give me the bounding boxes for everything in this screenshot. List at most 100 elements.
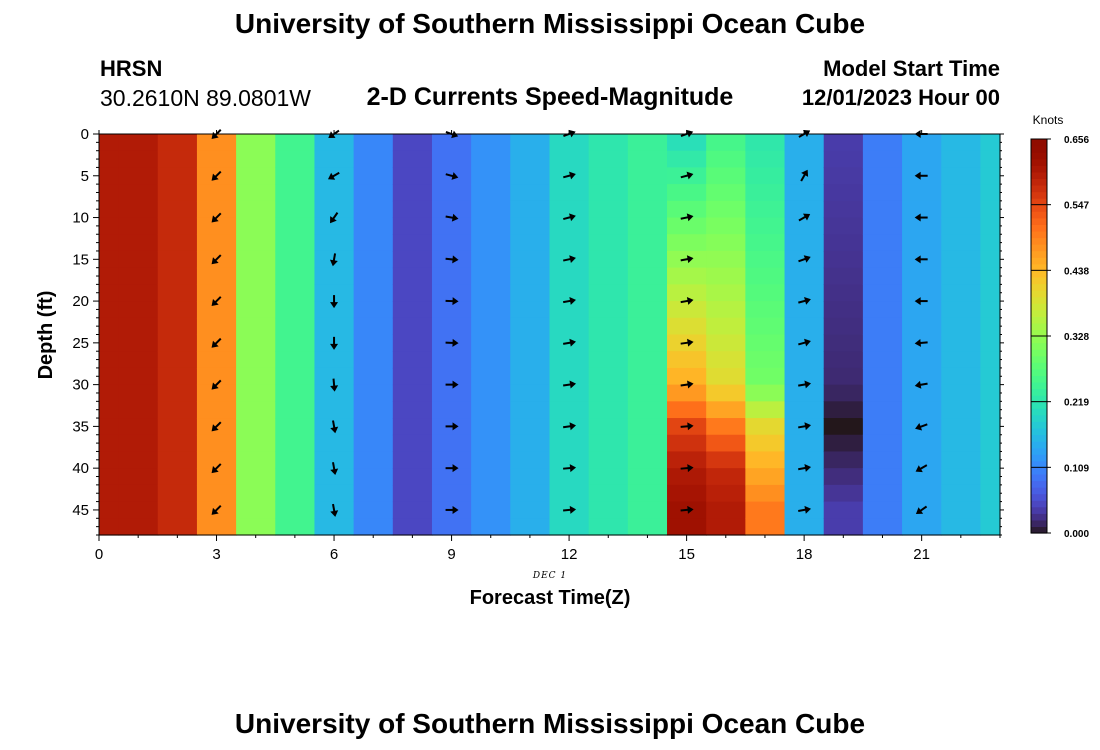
x-tick-label: 3: [212, 546, 220, 563]
heatmap-cell: [471, 234, 511, 252]
y-tick-label: 30: [72, 377, 89, 394]
heatmap-cell: [549, 267, 590, 285]
current-vector-arrow: [211, 379, 222, 390]
current-vector-arrow: [914, 255, 928, 264]
heatmap-cell: [745, 134, 786, 152]
current-vector-arrow: [563, 213, 576, 222]
heatmap-cell: [862, 351, 903, 369]
heatmap-cell: [941, 217, 982, 235]
heatmap-cell: [353, 468, 394, 486]
heatmap-cell: [275, 418, 316, 436]
current-vector-arrow: [330, 462, 339, 476]
colorbar-swatch: [1031, 270, 1047, 278]
colorbar-swatch: [1031, 401, 1047, 409]
current-vector-arrow: [798, 422, 812, 431]
heatmap-cell: [784, 434, 825, 453]
colorbar-swatch: [1031, 329, 1047, 337]
colorbar-swatch: [1031, 191, 1047, 199]
heatmap-cell: [118, 234, 159, 252]
heatmap-cell: [823, 217, 864, 235]
current-vector-arrow: [798, 505, 812, 514]
colorbar-tick-label: 0.656: [1064, 135, 1089, 146]
heatmap-cell: [588, 351, 629, 369]
heatmap-cell: [353, 384, 394, 402]
heatmap-cell: [588, 334, 629, 352]
heatmap-cell: [99, 451, 120, 469]
heatmap-cell: [392, 484, 433, 503]
colorbar-tick-label: 0.109: [1064, 463, 1089, 474]
heatmap-cell: [902, 384, 942, 402]
heatmap-cell: [941, 200, 982, 219]
heatmap-cell: [980, 351, 1001, 369]
current-vector-arrow: [680, 213, 694, 222]
heatmap-cell: [99, 234, 120, 252]
heatmap-cell: [157, 284, 198, 302]
heatmap-cell: [471, 401, 511, 419]
heatmap-cell: [667, 384, 707, 402]
heatmap-cell: [157, 518, 198, 536]
heatmap-cell: [588, 200, 629, 219]
heatmap-cell: [902, 401, 942, 419]
heatmap-cell: [157, 167, 198, 185]
heatmap-cell: [667, 434, 707, 453]
heatmap-cell: [510, 267, 551, 285]
heatmap-cell: [706, 317, 746, 336]
heatmap-cell: [471, 217, 511, 235]
heatmap-cell: [471, 501, 511, 519]
heatmap-cell: [157, 217, 198, 235]
heatmap-cell: [745, 451, 786, 469]
heatmap-cell: [196, 317, 237, 336]
heatmap-cell: [275, 334, 316, 352]
heatmap-cell: [431, 217, 472, 235]
current-vector-arrow: [327, 171, 340, 180]
model-start-value: 12/01/2023 Hour 00: [801, 85, 1000, 110]
heatmap-cell: [353, 234, 394, 252]
colorbar-swatch: [1031, 427, 1047, 436]
colorbar-swatch: [1031, 145, 1047, 153]
heatmap-cell: [118, 250, 159, 269]
current-vector-arrow: [563, 171, 576, 180]
heatmap-cell: [431, 301, 472, 319]
heatmap-cell: [745, 334, 786, 352]
colorbar-swatch: [1031, 336, 1047, 344]
heatmap-cell: [706, 234, 746, 252]
heatmap-cell: [941, 468, 982, 486]
colorbar-swatch: [1031, 355, 1047, 363]
colorbar-swatch: [1031, 303, 1047, 311]
heatmap-cell: [627, 200, 668, 219]
heatmap-cell: [745, 284, 786, 302]
heatmap-cell: [549, 401, 590, 419]
heatmap-cell: [902, 284, 942, 302]
heatmap-cell: [236, 367, 276, 386]
heatmap-cell: [99, 184, 120, 202]
heatmap-cell: [236, 401, 276, 419]
heatmap-cell: [392, 401, 433, 419]
heatmap-cell: [549, 150, 590, 169]
heatmap-cell: [627, 451, 668, 469]
heatmap-cell: [314, 317, 355, 336]
colorbar-swatch: [1031, 178, 1047, 186]
heatmap-cell: [706, 351, 746, 369]
colorbar-swatch: [1031, 421, 1047, 429]
heatmap-cell: [99, 468, 120, 486]
heatmap-cell: [196, 184, 237, 202]
current-vector-arrow: [563, 464, 577, 473]
heatmap-cell: [823, 234, 864, 252]
heatmap-cell: [99, 284, 120, 302]
heatmap-cell: [980, 234, 1001, 252]
current-vector-arrow: [563, 338, 576, 347]
heatmap-cell: [392, 518, 433, 536]
heatmap-cell: [823, 200, 864, 219]
heatmap-cell: [902, 150, 942, 169]
heatmap-cell: [980, 501, 1001, 519]
heatmap-cell: [784, 518, 825, 536]
colorbar-swatch: [1031, 276, 1047, 285]
heatmap-cell: [627, 384, 668, 402]
heatmap-cell: [706, 418, 746, 436]
heatmap-cell: [627, 167, 668, 185]
heatmap-cell: [314, 518, 355, 536]
heatmap-cell: [471, 184, 511, 202]
current-vector-arrow: [330, 295, 339, 309]
current-vector-arrow: [563, 505, 577, 514]
heatmap-cell: [784, 468, 825, 486]
